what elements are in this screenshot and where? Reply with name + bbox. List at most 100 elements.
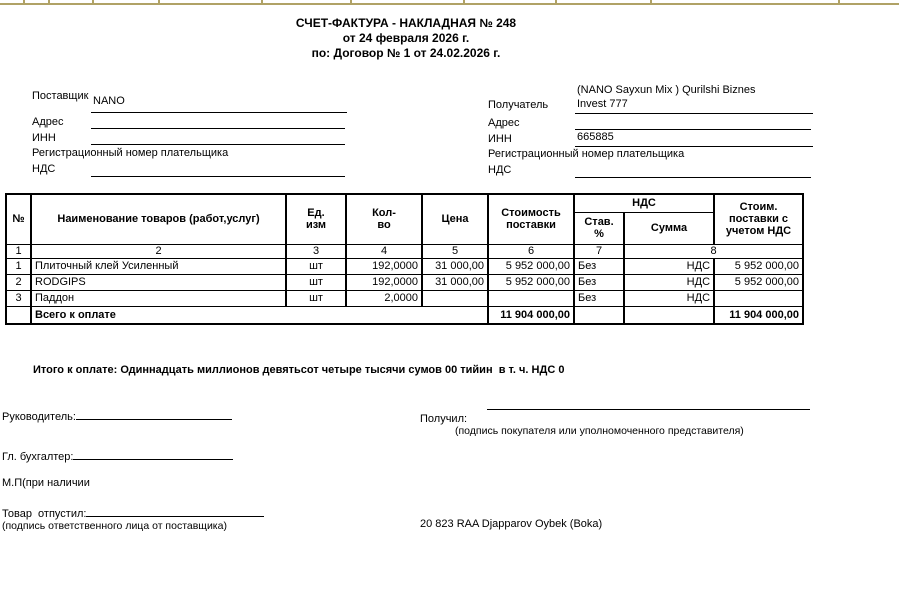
- cell-total: 5 952 000,00: [713, 257, 805, 275]
- total-vat-rate: [573, 305, 625, 324]
- recipient-vat-field: [575, 162, 811, 178]
- cell-vat-sum: НДС: [622, 273, 716, 291]
- recipient-address-label: Адрес: [488, 117, 520, 129]
- grid-tick: [838, 0, 840, 3]
- cell-name: Паддон: [30, 289, 287, 307]
- grid-tick: [92, 0, 94, 3]
- cell-num: 1: [5, 257, 32, 275]
- recipient-inn-field: 665885: [575, 131, 813, 147]
- supplier-inn-field: [91, 130, 345, 145]
- recipient-reg-label: Регистрационный номер плательщика: [488, 148, 685, 160]
- recipient-address-field: [575, 115, 811, 130]
- stamp-label: М.П(при наличии: [2, 477, 90, 489]
- footer-note: 20 823 RAA Djapparov Oybek (Boka): [420, 518, 603, 530]
- grid-tick: [158, 0, 160, 3]
- spreadsheet-grid-line: [0, 3, 899, 5]
- grid-tick: [463, 0, 465, 3]
- col-header-unit: Ед. изм: [285, 193, 347, 245]
- index-cell: 6: [487, 243, 575, 259]
- cell-price: 31 000,00: [421, 257, 489, 275]
- cell-qty: 2,0000: [345, 289, 423, 307]
- grid-tick: [555, 0, 557, 3]
- amount-in-words: Итого к оплате: Одиннадцать миллионов де…: [33, 364, 565, 376]
- col-header-qty: Кол- во: [345, 193, 423, 245]
- table-row: 2 RODGIPS шт 192,0000 31 000,00 5 952 00…: [5, 273, 805, 291]
- document-contract: по: Договор № 1 от 24.02.2026 г.: [311, 46, 501, 60]
- cell-vat-sum: НДС: [622, 289, 716, 307]
- supplier-inn-label: ИНН: [32, 132, 56, 144]
- cell-qty: 192,0000: [345, 273, 423, 291]
- cell-price: 31 000,00: [421, 273, 489, 291]
- cell-amount: 5 952 000,00: [487, 273, 575, 291]
- index-cell: 3: [285, 243, 347, 259]
- recipient-name-field: Invest 777: [575, 98, 813, 114]
- column-index-row: 1 2 3 4 5 6 7 8: [5, 243, 805, 259]
- col-header-vat-rate: Став. %: [573, 211, 625, 245]
- recipient-label: Получатель: [488, 99, 549, 111]
- cell-vat-rate: Без: [573, 257, 625, 275]
- received-signature-line: [487, 397, 810, 410]
- table-total-row: Всего к оплате 11 904 000,00 11 904 000,…: [5, 305, 805, 324]
- grid-tick: [48, 0, 50, 3]
- cell-num: 3: [5, 289, 32, 307]
- cell-amount: 5 952 000,00: [487, 257, 575, 275]
- cell-total: 5 952 000,00: [713, 273, 805, 291]
- accountant-label: Гл. бухгалтер:: [2, 451, 74, 463]
- col-header-name: Наименование товаров (работ,услуг): [30, 193, 287, 245]
- director-row: Руководитель:: [2, 407, 232, 425]
- cell-name: RODGIPS: [30, 273, 287, 291]
- supplier-label: Поставщик: [32, 90, 89, 102]
- received-row: Получил:: [420, 409, 467, 427]
- recipient-inn-label: ИНН: [488, 133, 512, 145]
- cell-vat-rate: Без: [573, 273, 625, 291]
- index-cell: 7: [573, 243, 625, 259]
- cell-amount: [487, 289, 575, 307]
- recipient-name-extra: (NANO Sayxun Mix ) Qurilshi Biznes: [577, 84, 756, 96]
- col-header-price: Цена: [421, 193, 489, 245]
- col-header-vat: НДС: [572, 193, 716, 213]
- supplier-vat-label: НДС: [32, 163, 56, 175]
- grid-tick: [23, 0, 25, 3]
- recipient-vat-label: НДС: [488, 164, 512, 176]
- index-cell: 2: [30, 243, 287, 259]
- released-note: (подпись ответственного лица от поставщи…: [2, 520, 227, 532]
- cell-total: [713, 289, 805, 307]
- grid-tick: [261, 0, 263, 3]
- document-title: СЧЕТ-ФАКТУРА - НАКЛАДНАЯ № 248: [295, 16, 517, 30]
- grid-tick: [350, 0, 352, 3]
- table-row: 1 Плиточный клей Усиленный шт 192,0000 3…: [5, 257, 805, 275]
- accountant-row: Гл. бухгалтер:: [2, 447, 234, 465]
- index-cell: 8: [622, 243, 805, 259]
- supplier-address-field: [91, 114, 345, 129]
- document-date: от 24 февраля 2026 г.: [342, 31, 470, 45]
- table-row: 3 Паддон шт 2,0000 Без НДС: [5, 289, 805, 307]
- total-amount: 11 904 000,00: [487, 305, 575, 324]
- cell-unit: шт: [285, 273, 347, 291]
- supplier-address-label: Адрес: [32, 116, 64, 128]
- cell-vat-sum: НДС: [622, 257, 716, 275]
- total-total: 11 904 000,00: [713, 305, 805, 324]
- total-label: Всего к оплате: [30, 305, 489, 324]
- released-signature-line: [86, 504, 265, 517]
- col-header-num: №: [5, 193, 32, 245]
- cell-name: Плиточный клей Усиленный: [30, 257, 287, 275]
- total-vat-sum: [622, 305, 716, 324]
- cell-qty: 192,0000: [345, 257, 423, 275]
- released-row: Товар отпустил:: [2, 504, 265, 522]
- accountant-signature-line: [73, 447, 234, 460]
- index-cell: 1: [5, 243, 32, 259]
- col-header-vat-sum: Сумма: [622, 211, 716, 245]
- supplier-name-field: NANO: [91, 95, 347, 113]
- cell-unit: шт: [285, 257, 347, 275]
- col-header-total: Стоим. поставки с учетом НДС: [713, 193, 805, 245]
- col-header-amount: Стоимость поставки: [487, 193, 575, 245]
- supplier-reg-label: Регистрационный номер плательщика: [32, 147, 229, 159]
- cell-vat-rate: Без: [573, 289, 625, 307]
- supplier-vat-field: [91, 161, 345, 177]
- director-signature-line: [75, 407, 232, 420]
- director-label: Руководитель:: [2, 411, 76, 423]
- cell-num-empty: [5, 305, 32, 324]
- received-label: Получил:: [420, 413, 468, 425]
- document-title-block: СЧЕТ-ФАКТУРА - НАКЛАДНАЯ № 248 от 24 фев…: [0, 16, 812, 61]
- grid-tick: [650, 0, 652, 3]
